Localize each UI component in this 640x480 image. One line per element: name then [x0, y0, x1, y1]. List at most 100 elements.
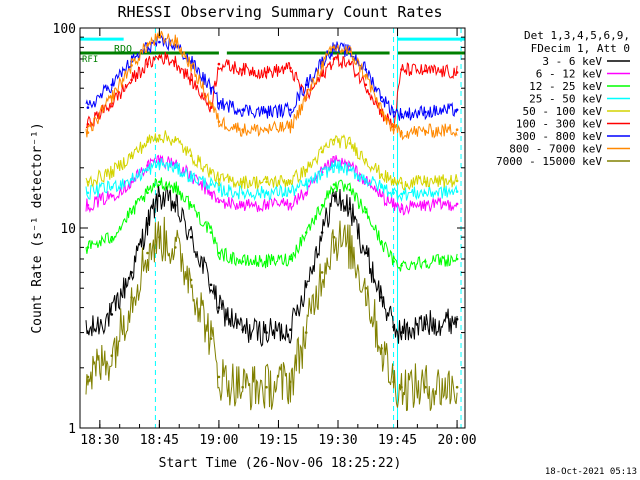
data-point-6-18 — [392, 110, 395, 114]
data-point-5-0 — [86, 123, 90, 126]
data-point-6-20 — [424, 110, 427, 114]
data-point-6-0 — [86, 106, 90, 109]
series-line-7 — [85, 30, 458, 141]
annotation-rfi: RFI — [82, 55, 98, 65]
data-point-8-10 — [265, 385, 268, 389]
data-point-7-17 — [380, 110, 383, 114]
data-point-3-11 — [289, 190, 292, 193]
data-point-5-4 — [158, 55, 161, 58]
data-point-6-16 — [364, 68, 368, 71]
data-point-7-10 — [265, 128, 268, 131]
data-point-4-20 — [424, 180, 427, 184]
data-point-1-19 — [400, 207, 403, 210]
data-point-0-18 — [392, 325, 395, 329]
x-tick-label-6: 20:00 — [437, 433, 476, 448]
data-point-3-6 — [189, 175, 193, 179]
data-point-5-6 — [189, 78, 193, 82]
y-tick-label-1: 10 — [60, 222, 76, 237]
data-point-7-20 — [424, 129, 427, 133]
data-point-1-1 — [110, 194, 114, 197]
data-point-8-14 — [332, 235, 336, 239]
data-point-7-16 — [364, 74, 368, 77]
data-point-6-1 — [110, 83, 114, 87]
legend-label-3: 25 - 50 keV — [529, 93, 602, 106]
data-point-3-2 — [130, 178, 133, 181]
x-tick-label-3: 19:15 — [259, 433, 298, 448]
data-point-2-10 — [265, 260, 268, 263]
data-point-5-21 — [455, 71, 459, 74]
data-point-3-17 — [380, 185, 383, 189]
data-point-8-2 — [130, 296, 133, 299]
data-point-0-19 — [400, 331, 403, 334]
data-point-3-8 — [217, 188, 221, 192]
series-line-1 — [85, 154, 458, 216]
data-point-1-0 — [86, 203, 90, 207]
data-point-7-11 — [289, 125, 292, 129]
data-point-6-6 — [189, 60, 193, 63]
series-line-2 — [85, 177, 458, 272]
data-point-2-5 — [174, 185, 177, 189]
data-point-8-1 — [110, 354, 114, 358]
data-point-8-5 — [174, 246, 177, 249]
data-point-5-9 — [241, 68, 244, 71]
data-point-4-2 — [130, 154, 133, 157]
data-point-0-7 — [209, 283, 213, 287]
data-point-3-20 — [424, 191, 427, 195]
data-point-8-13 — [320, 271, 324, 274]
data-point-2-8 — [217, 251, 221, 255]
series-line-8 — [85, 216, 458, 412]
data-point-0-16 — [364, 251, 368, 255]
data-point-5-3 — [146, 62, 149, 66]
chart-title: RHESSI Observing Summary Count Rates — [117, 3, 442, 21]
data-point-4-1 — [110, 170, 114, 174]
data-point-2-17 — [380, 240, 383, 244]
data-point-5-19 — [400, 68, 403, 71]
data-point-4-17 — [380, 173, 383, 176]
data-point-4-15 — [348, 142, 352, 145]
data-point-4-9 — [241, 180, 244, 184]
data-point-5-20 — [424, 69, 427, 73]
data-point-0-8 — [217, 306, 221, 309]
data-point-4-10 — [265, 180, 268, 184]
data-point-1-18 — [392, 203, 395, 207]
data-point-8-3 — [146, 251, 149, 255]
data-point-0-15 — [348, 207, 352, 210]
data-point-6-10 — [265, 110, 268, 114]
data-point-6-9 — [241, 108, 244, 112]
data-point-3-0 — [86, 191, 90, 195]
data-point-0-9 — [241, 328, 244, 332]
x-tick-label-2: 19:00 — [199, 433, 238, 448]
data-point-2-21 — [455, 257, 459, 261]
data-point-5-16 — [364, 83, 368, 87]
data-point-3-9 — [241, 191, 244, 195]
data-point-2-11 — [289, 257, 292, 261]
data-point-5-11 — [289, 66, 292, 70]
data-point-4-7 — [209, 170, 213, 174]
data-point-5-2 — [130, 78, 133, 82]
data-point-4-6 — [189, 154, 193, 157]
data-point-1-21 — [455, 202, 459, 206]
data-point-0-10 — [265, 331, 268, 334]
legend-header-line-2: FDecim 1, Att 0 — [531, 42, 630, 55]
data-point-0-5 — [174, 203, 177, 207]
data-point-3-12 — [304, 183, 308, 186]
legend-label-0: 3 - 6 keV — [542, 55, 602, 68]
y-tick-label-2: 100 — [53, 22, 76, 37]
data-point-0-0 — [86, 331, 90, 334]
data-point-7-7 — [209, 102, 213, 105]
data-point-8-12 — [304, 331, 308, 334]
data-point-4-3 — [146, 140, 149, 143]
data-point-8-18 — [392, 380, 395, 384]
legend-header-line-1: Det 1,3,4,5,6,9, — [524, 29, 630, 42]
data-point-1-12 — [304, 191, 308, 195]
legend-label-8: 7000 - 15000 keV — [496, 155, 602, 168]
data-point-2-1 — [110, 235, 114, 239]
data-point-4-5 — [174, 138, 177, 142]
x-tick-label-0: 18:30 — [80, 433, 119, 448]
data-point-8-9 — [241, 385, 244, 389]
series-line-3 — [85, 158, 458, 203]
data-point-3-15 — [348, 168, 352, 172]
data-point-3-14 — [332, 164, 336, 167]
